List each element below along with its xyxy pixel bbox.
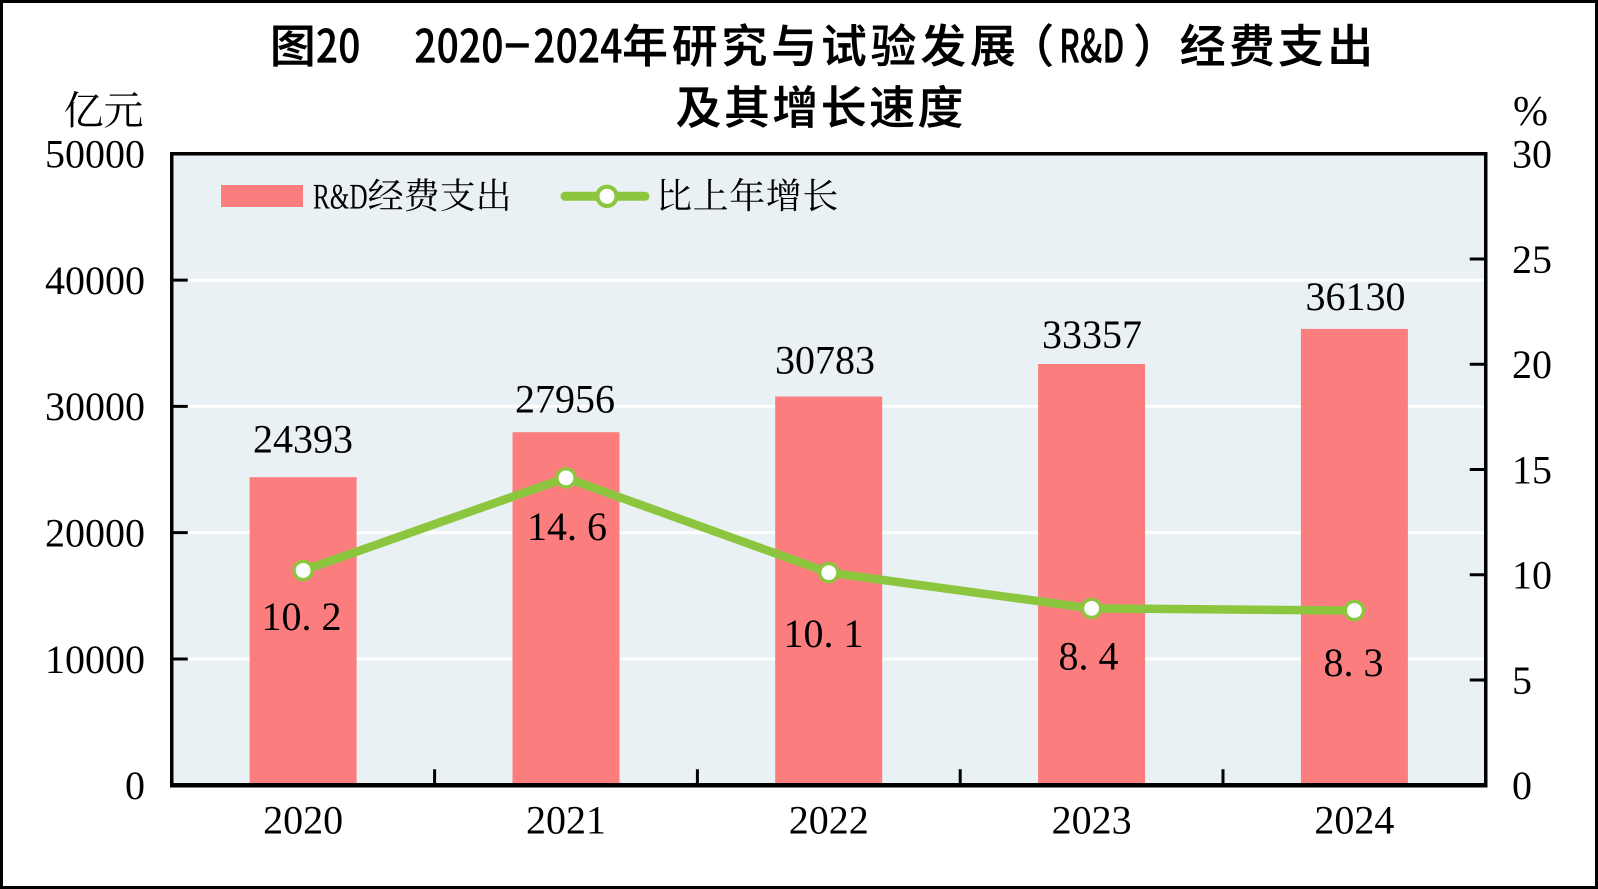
svg-text:36130: 36130 [1306,274,1406,319]
svg-text:33357: 33357 [1042,312,1142,357]
svg-text:0: 0 [125,763,145,808]
svg-text:30783: 30783 [775,338,875,383]
svg-text:%: % [1513,89,1548,135]
svg-text:30000: 30000 [45,384,145,429]
svg-text:14. 6: 14. 6 [527,504,607,549]
svg-text:2022: 2022 [789,798,869,843]
svg-text:25: 25 [1512,237,1552,282]
svg-text:10. 2: 10. 2 [262,594,342,639]
svg-text:2023: 2023 [1052,798,1132,843]
svg-text:2020: 2020 [263,798,343,843]
svg-text:10000: 10000 [45,637,145,682]
svg-text:27956: 27956 [515,377,615,422]
svg-text:40000: 40000 [45,258,145,303]
svg-text:24393: 24393 [253,417,353,462]
svg-text:30: 30 [1512,132,1552,177]
svg-text:20: 20 [1512,342,1552,387]
svg-text:20000: 20000 [45,510,145,555]
svg-text:0: 0 [1512,763,1532,808]
svg-text:10: 10 [1512,553,1552,598]
svg-text:5: 5 [1512,658,1532,703]
svg-text:8. 4: 8. 4 [1059,634,1119,679]
svg-text:8. 3: 8. 3 [1324,640,1384,685]
svg-text:2021: 2021 [526,798,606,843]
svg-text:50000: 50000 [45,132,145,177]
svg-text:2024: 2024 [1314,798,1394,843]
svg-text:10. 1: 10. 1 [784,611,864,656]
svg-text:15: 15 [1512,447,1552,492]
